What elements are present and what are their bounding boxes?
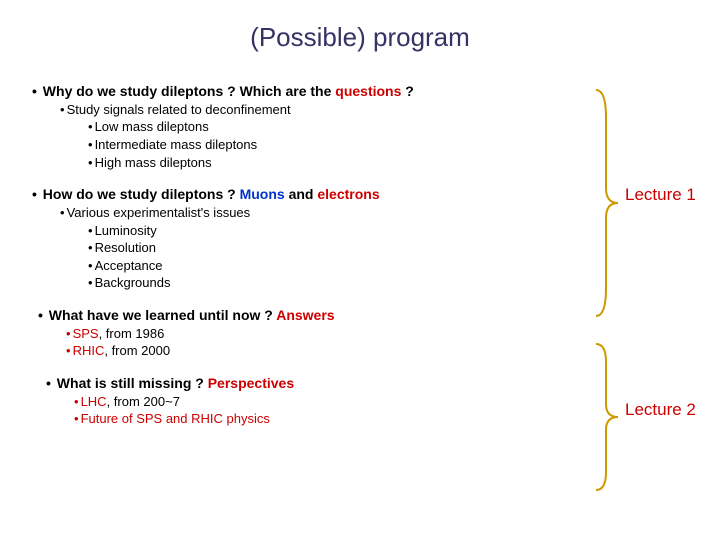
heading-learned: What have we learned until now ? Answers	[38, 306, 592, 325]
sub-red: SPS	[73, 326, 99, 341]
section-learned: What have we learned until now ? Answers…	[38, 306, 592, 360]
label-lecture1: Lecture 1	[625, 185, 696, 205]
heading-highlight: Muons	[240, 186, 285, 202]
heading-text: Why do we study dileptons ? Which are th…	[43, 83, 335, 99]
heading-text: How do we study dileptons ?	[43, 186, 240, 202]
sub-black: , from 1986	[99, 326, 165, 341]
heading-mid: and	[285, 186, 318, 202]
content-area: Why do we study dileptons ? Which are th…	[32, 82, 592, 442]
slide-title: (Possible) program	[0, 0, 720, 71]
section-how: How do we study dileptons ? Muons and el…	[32, 185, 592, 292]
sub-item: Low mass dileptons	[88, 118, 592, 136]
section-missing: What is still missing ? Perspectives LHC…	[46, 374, 592, 428]
sub-item: Study signals related to deconfinement	[60, 101, 592, 119]
sub-item: Various experimentalist's issues	[60, 204, 592, 222]
sub-red: Future of SPS and RHIC physics	[81, 411, 270, 426]
heading-how: How do we study dileptons ? Muons and el…	[32, 185, 592, 204]
sub-item: Future of SPS and RHIC physics	[74, 410, 592, 428]
brace-lecture1	[592, 88, 622, 318]
sub-item: Acceptance	[88, 257, 592, 275]
heading-highlight: Answers	[276, 307, 334, 323]
brace-lecture2	[592, 342, 622, 492]
sub-black: , from 200~7	[107, 394, 180, 409]
sub-item: Luminosity	[88, 222, 592, 240]
heading-text: What have we learned until now ?	[49, 307, 276, 323]
heading-missing: What is still missing ? Perspectives	[46, 374, 592, 393]
sub-item: High mass dileptons	[88, 154, 592, 172]
sub-item: Backgrounds	[88, 274, 592, 292]
heading-text: What is still missing ?	[57, 375, 208, 391]
heading-text-post: ?	[401, 83, 413, 99]
sub-red: LHC	[81, 394, 107, 409]
section-why: Why do we study dileptons ? Which are th…	[32, 82, 592, 171]
sub-item: RHIC, from 2000	[66, 342, 592, 360]
sub-black: , from 2000	[104, 343, 170, 358]
label-lecture2: Lecture 2	[625, 400, 696, 420]
heading-why: Why do we study dileptons ? Which are th…	[32, 82, 592, 101]
sub-item: Resolution	[88, 239, 592, 257]
heading-highlight: Perspectives	[208, 375, 294, 391]
heading-highlight: questions	[335, 83, 401, 99]
sub-red: RHIC	[73, 343, 105, 358]
sub-item: Intermediate mass dileptons	[88, 136, 592, 154]
sub-item: SPS, from 1986	[66, 325, 592, 343]
sub-item: LHC, from 200~7	[74, 393, 592, 411]
heading-highlight2: electrons	[317, 186, 379, 202]
